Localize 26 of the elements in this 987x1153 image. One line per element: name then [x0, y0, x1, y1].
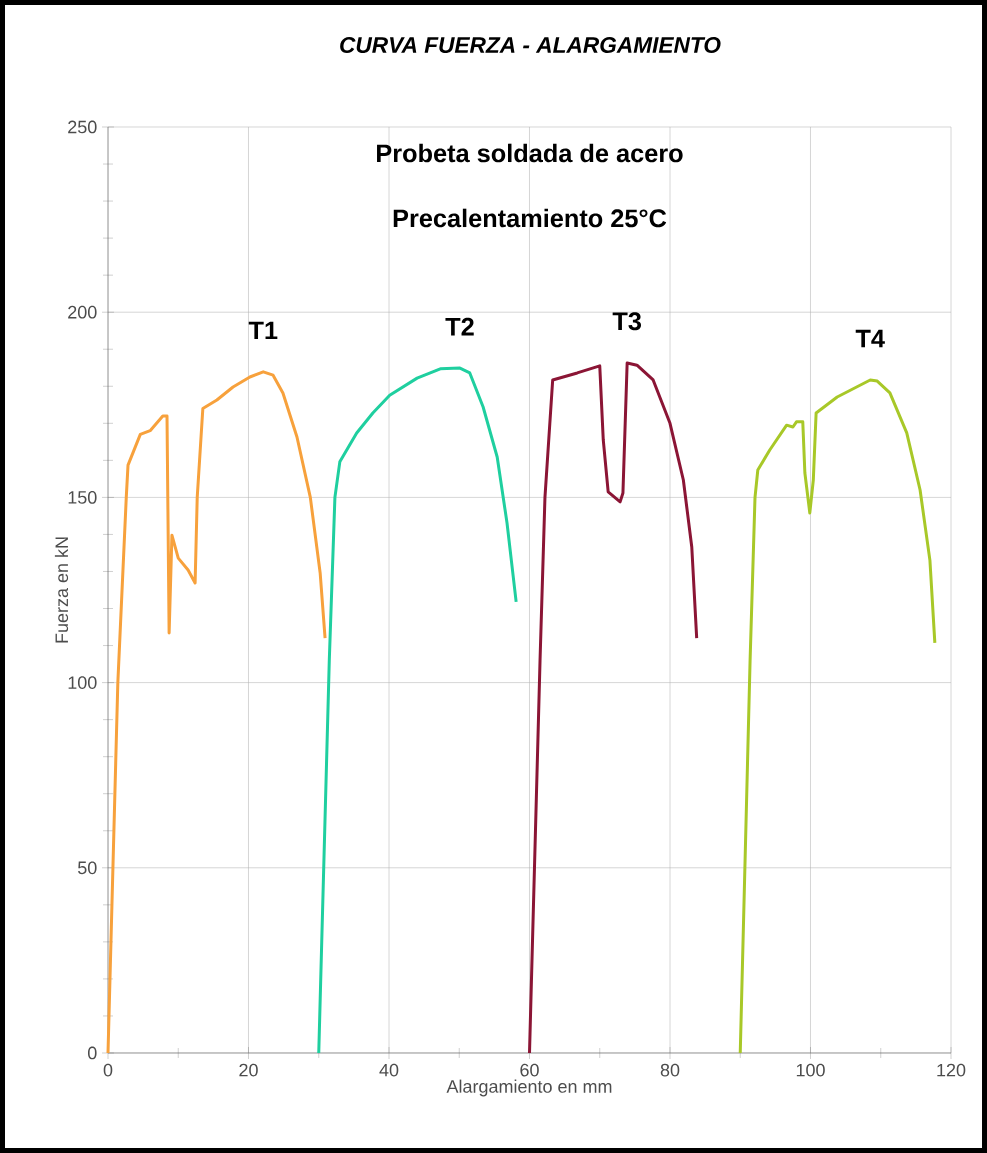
line-series [317, 366, 518, 1055]
line-series [528, 361, 699, 1055]
x-tick-label: 0 [103, 1063, 113, 1077]
y-tick-label: 100 [68, 676, 97, 689]
series-label: T1 [248, 321, 278, 340]
series-label: T4 [855, 329, 885, 348]
y-axis-title: Fuerza en kN [54, 537, 69, 643]
y-tick-label: 200 [68, 305, 97, 319]
x-tick-label: 40 [379, 1063, 399, 1077]
x-tick-label: 100 [796, 1063, 825, 1077]
y-tick-label: 250 [68, 120, 97, 134]
y-tick-label: 0 [87, 1046, 97, 1060]
line-series [106, 370, 327, 1055]
chart-title: CURVA FUERZA - ALARGAMIENTO [340, 36, 721, 54]
series-label: T2 [445, 317, 474, 336]
annotation: Precalentamiento 25°C [393, 208, 667, 228]
line-series [738, 378, 937, 1055]
y-tick-label: 150 [68, 491, 97, 504]
x-axis-title: Alargamiento en mm [446, 1079, 612, 1097]
series-label: T3 [612, 312, 642, 331]
x-tick-label: 120 [937, 1063, 966, 1077]
annotation: Probeta soldada de acero [377, 143, 683, 163]
y-tick-label: 50 [77, 861, 97, 875]
x-tick-label: 80 [660, 1063, 680, 1077]
x-tick-label: 20 [239, 1063, 258, 1077]
x-tick-label: 60 [520, 1063, 539, 1077]
